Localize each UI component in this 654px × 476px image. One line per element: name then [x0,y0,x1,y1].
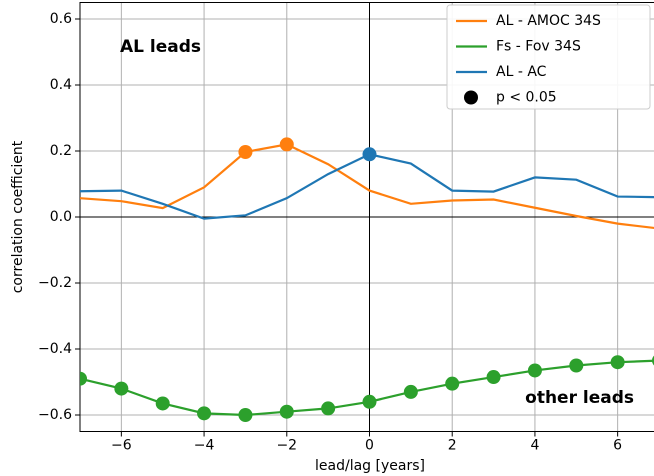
marker [279,404,294,419]
legend-label: p < 0.05 [496,90,557,106]
y-tick-label: 0.6 [50,11,72,27]
y-tick-label: −0.2 [38,275,72,291]
y-tick-label: 0.0 [50,209,72,225]
legend-label: AL - AC [496,64,547,80]
marker [445,376,460,391]
legend-box [446,4,651,110]
marker [238,144,253,159]
marker [114,381,129,396]
y-axis-label: correlation coefficient [10,140,26,293]
marker [80,371,87,386]
legend-label: AL - AMOC 34S [496,13,601,29]
marker [279,137,294,152]
annotation: AL leads [120,37,201,57]
marker [527,363,542,378]
marker [486,370,501,385]
plot-area [80,137,654,422]
x-axis-label: lead/lag [years] [315,458,425,474]
y-tick-label: −0.6 [38,407,72,423]
legend-swatch [464,90,478,105]
x-tick-label: −2 [276,438,297,454]
marker [238,408,253,422]
line [80,153,654,220]
x-tick-label: 0 [365,438,374,454]
y-tick-label: −0.4 [38,341,72,357]
legend-label: Fs - Fov 34S [496,39,581,55]
marker [403,384,418,399]
marker [197,406,212,421]
marker [362,394,377,409]
x-tick-label: −6 [111,438,132,454]
y-tick-label: 0.2 [50,143,72,159]
plot-frame [79,2,654,432]
annotation: other leads [525,388,634,408]
line [80,143,654,230]
x-tick-label: −4 [194,438,215,454]
legend: AL - AMOC 34S Fs - Fov 34S AL - AC p < 0.05 [446,4,651,110]
marker [321,401,336,416]
x-tick-label: 4 [530,438,539,454]
x-tick-label: 2 [448,438,457,454]
marker [610,355,625,370]
marker [362,147,377,162]
x-tick-label: 6 [613,438,622,454]
y-tick-label: 0.4 [50,77,72,93]
marker [569,358,584,373]
marker [155,396,170,411]
